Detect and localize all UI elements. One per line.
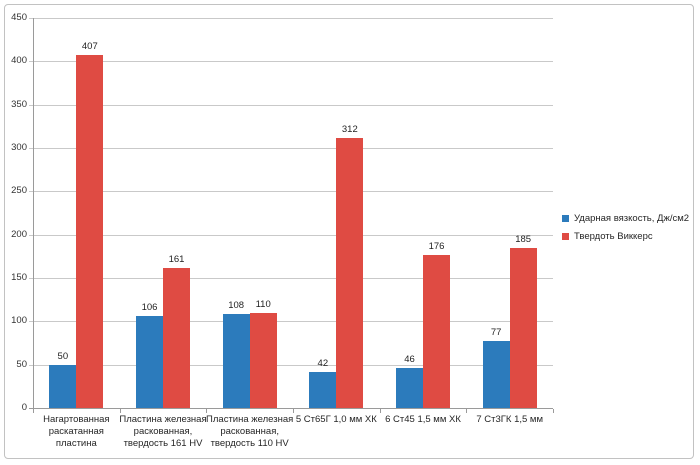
- bar-value-label: 106: [141, 302, 158, 314]
- bar-impact-toughness: [309, 371, 337, 408]
- gridline: [29, 364, 553, 366]
- legend-label-impact-toughness: Ударная вязкость, Дж/см2: [574, 213, 690, 224]
- bar-vickers-hardness: [423, 255, 450, 408]
- bar-value-label: 161: [168, 254, 185, 266]
- y-axis-tick-label: 200: [11, 228, 27, 240]
- x-axis-tick: [206, 409, 208, 413]
- bar-value-label: 42: [317, 357, 329, 369]
- legend-swatch-blue-icon: [562, 215, 569, 222]
- y-axis-tick-label: 400: [11, 55, 27, 67]
- chart-legend: Ударная вязкость, Дж/см2 Твердоть Виккер…: [562, 213, 689, 242]
- x-axis-category-label: Нагартованная раскатанная пластина: [43, 414, 110, 449]
- bar-impact-toughness: [482, 341, 510, 408]
- y-axis-tick-label: 350: [11, 98, 27, 110]
- bar-vickers-hardness: [249, 312, 277, 408]
- bar-value-label: 108: [228, 300, 245, 312]
- bar-impact-toughness: [396, 368, 423, 408]
- x-axis-line: [29, 408, 553, 409]
- gridline: [29, 104, 553, 106]
- bar-impact-toughness: [222, 314, 250, 408]
- gridline: [29, 61, 553, 63]
- x-axis-tick: [379, 409, 381, 413]
- bar-vickers-hardness: [163, 268, 190, 408]
- x-axis-category-label: 7 Ст3ГК 1,5 мм: [476, 414, 543, 425]
- bar-value-label: 77: [490, 327, 502, 339]
- bar-impact-toughness: [49, 364, 77, 408]
- y-axis-tick-label: 300: [11, 142, 27, 153]
- y-axis-tick-label: 150: [11, 272, 27, 283]
- bar-value-label: 312: [341, 123, 358, 135]
- y-axis-tick-label: 100: [11, 315, 27, 327]
- gridline: [29, 148, 553, 149]
- gridline: [29, 18, 553, 19]
- x-axis-tick: [553, 409, 554, 413]
- legend-item-impact-toughness: Ударная вязкость, Дж/см2: [562, 213, 689, 224]
- x-axis-tick: [466, 409, 468, 413]
- bar-vickers-hardness: [76, 55, 104, 408]
- gridline: [29, 234, 553, 236]
- legend-swatch-red-icon: [562, 233, 569, 240]
- legend-item-vickers-hardness: Твердоть Виккерс: [562, 231, 689, 242]
- x-axis-category-label: Пластина железная раскованная, твердость…: [119, 414, 207, 449]
- bar-value-label: 176: [428, 241, 445, 253]
- x-axis-tick: [33, 409, 34, 413]
- x-axis-tick: [119, 409, 121, 413]
- y-axis-line: [33, 18, 34, 412]
- y-axis-tick-label: 450: [11, 12, 27, 23]
- legend-label-vickers-hardness: Твердоть Виккерс: [574, 231, 653, 242]
- y-axis-tick-label: 50: [16, 358, 27, 370]
- bar-vickers-hardness: [509, 247, 537, 408]
- bar-value-label: 110: [255, 298, 271, 310]
- bar-value-label: 50: [57, 350, 69, 362]
- bar-value-label: 407: [81, 41, 98, 53]
- gridline: [29, 278, 553, 279]
- x-axis-category-label: 5 Ст65Г 1,0 мм ХК: [295, 414, 377, 425]
- bar-value-label: 185: [515, 233, 532, 245]
- x-axis-category-label: Пластина железная раскованная, твердость…: [206, 414, 294, 449]
- y-axis-tick-label: 250: [11, 185, 27, 197]
- x-axis-tick: [293, 409, 294, 413]
- y-axis-tick-label: 0: [21, 402, 27, 413]
- gridline: [29, 321, 553, 323]
- bar-value-label: 46: [404, 354, 415, 366]
- bar-vickers-hardness: [336, 137, 364, 408]
- gridline: [29, 191, 553, 193]
- bar-impact-toughness: [136, 316, 163, 408]
- x-axis-category-label: 6 Ст45 1,5 мм ХК: [385, 414, 461, 425]
